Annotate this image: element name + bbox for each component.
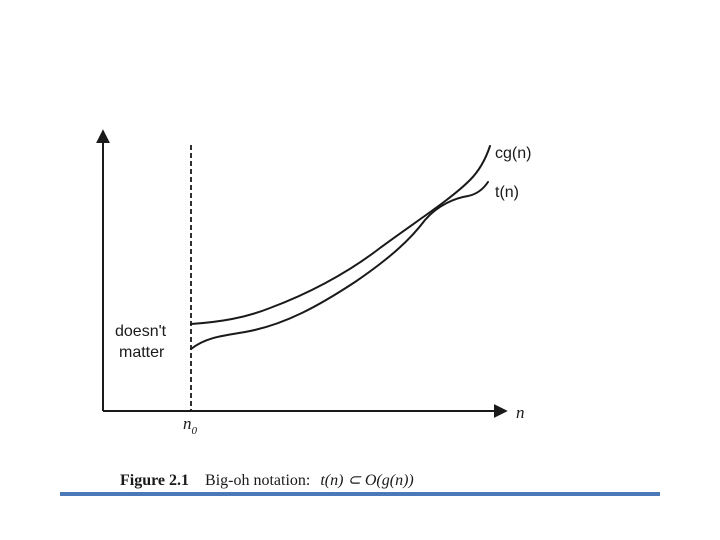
annotation-line-1: doesn't bbox=[115, 323, 167, 340]
threshold-label: n0 bbox=[183, 414, 198, 437]
threshold-label-subscript: 0 bbox=[192, 425, 198, 437]
threshold-label-main: n bbox=[183, 414, 192, 433]
caption-math: t(n) ⊂ O(g(n)) bbox=[320, 472, 413, 489]
annotation-line-2: matter bbox=[119, 344, 165, 361]
caption-text: Big-oh notation: bbox=[205, 472, 310, 489]
upper-curve-label: cg(n) bbox=[495, 145, 531, 162]
figure-caption: Figure 2.1 Big-oh notation: t(n) ⊂ O(g(n… bbox=[120, 472, 414, 489]
lower-curve bbox=[190, 181, 489, 350]
upper-curve bbox=[190, 145, 491, 325]
x-axis-label: n bbox=[516, 403, 525, 422]
caption-figure-number: Figure 2.1 bbox=[120, 472, 189, 489]
lower-curve-label: t(n) bbox=[495, 184, 519, 201]
